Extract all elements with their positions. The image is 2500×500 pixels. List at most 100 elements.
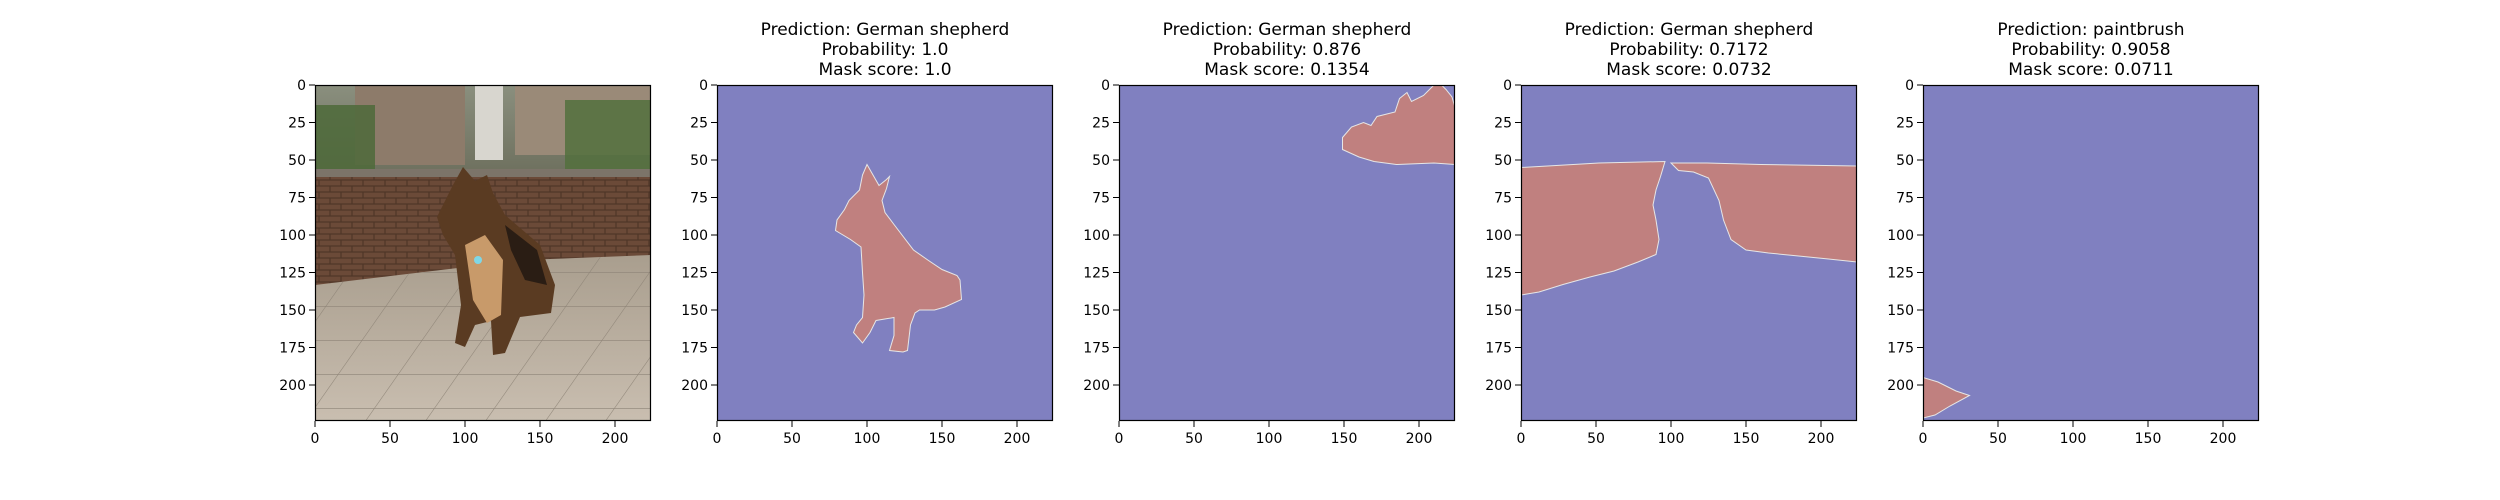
x-tick-label: 0 [713,431,722,447]
panel-title: Prediction: German shepherd [1163,20,1412,40]
y-tick-label: 125 [279,266,306,282]
x-tick-label: 100 [1658,431,1685,447]
panel-title: Prediction: German shepherd [1565,20,1814,40]
x-tick-label: 0 [1115,431,1124,447]
y-tick-label: 25 [1092,116,1110,132]
x-tick-label: 0 [1919,431,1928,447]
axes-frame [1520,84,1858,422]
x-tick-label: 50 [1185,431,1203,447]
y-tick-label: 150 [1485,303,1512,319]
y-tick-label: 100 [1485,228,1512,244]
axes-frame [1922,84,2260,422]
panel-title: Prediction: German shepherd [761,20,1010,40]
y-tick-label: 25 [1494,116,1512,132]
x-tick-label: 200 [1808,431,1835,447]
mask-region [1669,162,1857,263]
input-photo [315,85,651,421]
y-tick-label: 100 [681,228,708,244]
x-tick-label: 100 [452,431,479,447]
y-tick-label: 175 [279,341,306,357]
y-tick-label: 200 [279,378,306,394]
axes-frame [1118,84,1456,422]
y-tick-label: 75 [288,191,306,207]
x-tick-label: 50 [1989,431,2007,447]
panel-title: Probability: 0.876 [1213,40,1361,60]
y-tick-label: 200 [1083,378,1110,394]
panel-title: Mask score: 0.1354 [1204,60,1369,80]
mask-region [1342,85,1455,166]
y-tick-label: 25 [690,116,708,132]
panel-title: Prediction: paintbrush [1997,20,2184,40]
y-tick-label: 175 [681,341,708,357]
x-tick-label: 200 [1004,431,1031,447]
y-tick-label: 50 [690,153,708,169]
panel-title: Mask score: 0.0711 [2008,60,2173,80]
y-tick-label: 100 [1083,228,1110,244]
dog [437,167,555,355]
x-tick-label: 50 [1587,431,1605,447]
panel-3: Prediction: German shepherdProbability: … [1485,20,1858,447]
x-tick-label: 150 [2135,431,2162,447]
x-tick-label: 0 [1517,431,1526,447]
y-tick-label: 50 [1092,153,1110,169]
y-tick-label: 200 [1485,378,1512,394]
y-tick-label: 75 [1092,191,1110,207]
y-tick-label: 0 [297,78,306,94]
panel-title: Mask score: 0.0732 [1606,60,1771,80]
x-tick-label: 150 [1331,431,1358,447]
y-tick-label: 0 [1905,78,1914,94]
panel-title: Probability: 1.0 [822,40,949,60]
x-tick-label: 200 [1406,431,1433,447]
axes-frame [716,84,1054,422]
y-tick-label: 150 [1083,303,1110,319]
x-tick-label: 200 [602,431,629,447]
y-tick-label: 75 [1896,191,1914,207]
y-tick-label: 50 [288,153,306,169]
y-tick-label: 25 [288,116,306,132]
y-tick-label: 125 [1887,266,1914,282]
y-tick-label: 150 [681,303,708,319]
mask-region [834,163,963,353]
x-tick-label: 200 [2210,431,2237,447]
x-tick-label: 150 [929,431,956,447]
y-tick-label: 50 [1494,153,1512,169]
x-tick-label: 50 [381,431,399,447]
y-tick-label: 150 [1887,303,1914,319]
y-tick-label: 100 [1887,228,1914,244]
y-tick-label: 0 [1503,78,1512,94]
y-tick-label: 25 [1896,116,1914,132]
x-tick-label: 50 [783,431,801,447]
y-tick-label: 175 [1485,341,1512,357]
mask-background [1923,85,2259,421]
y-tick-label: 200 [1887,378,1914,394]
panel-2: Prediction: German shepherdProbability: … [1083,20,1456,447]
panel-title: Mask score: 1.0 [818,60,951,80]
x-tick-label: 150 [527,431,554,447]
panel-1: Prediction: German shepherdProbability: … [681,20,1054,447]
mask-region [1521,160,1666,296]
y-tick-label: 100 [279,228,306,244]
y-tick-label: 0 [699,78,708,94]
mask-region [1923,376,1971,419]
panel-title: Probability: 0.7172 [1609,40,1768,60]
y-tick-label: 125 [1083,266,1110,282]
y-tick-label: 50 [1896,153,1914,169]
y-tick-label: 175 [1083,341,1110,357]
y-tick-label: 125 [1485,266,1512,282]
x-tick-label: 100 [1256,431,1283,447]
y-tick-label: 75 [1494,191,1512,207]
x-tick-label: 150 [1733,431,1760,447]
y-tick-label: 150 [279,303,306,319]
y-tick-label: 0 [1101,78,1110,94]
x-tick-label: 0 [311,431,320,447]
x-tick-label: 100 [854,431,881,447]
y-tick-label: 125 [681,266,708,282]
y-tick-label: 200 [681,378,708,394]
panel-title: Probability: 0.9058 [2011,40,2170,60]
x-tick-label: 100 [2060,431,2087,447]
panel-0: 0 50 100 150 200 0 25 50 75 100 125 150 175 200 [279,78,652,447]
y-tick-label: 175 [1887,341,1914,357]
y-tick-label: 75 [690,191,708,207]
